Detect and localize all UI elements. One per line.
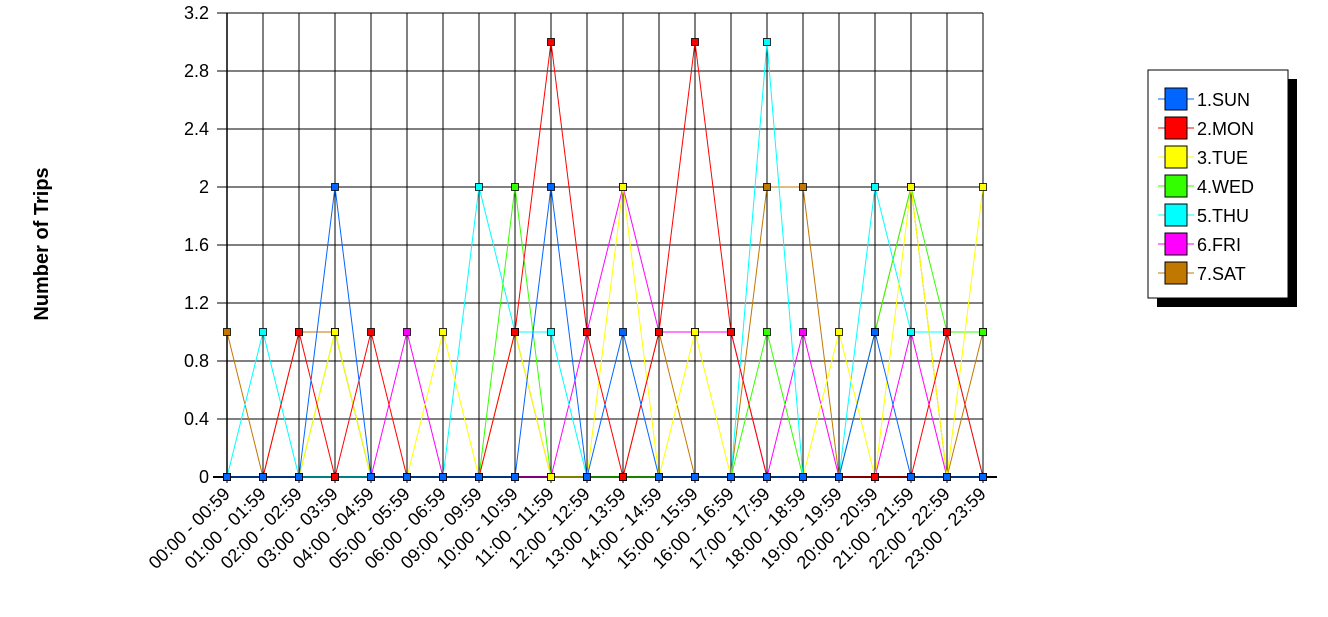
y-tick-label: 2	[199, 177, 209, 197]
data-point	[511, 183, 519, 191]
legend-label: 1.SUN	[1197, 90, 1250, 110]
data-point	[979, 328, 987, 336]
grid	[226, 12, 984, 478]
data-point	[403, 473, 411, 481]
series-line	[227, 186, 983, 478]
data-point	[619, 328, 627, 336]
data-point	[871, 473, 879, 481]
data-point	[907, 473, 915, 481]
data-point	[691, 473, 699, 481]
data-point	[655, 328, 663, 336]
data-point	[439, 473, 447, 481]
data-point	[727, 328, 735, 336]
data-point	[835, 473, 843, 481]
y-tick-label: 0.4	[184, 409, 209, 429]
data-point	[439, 328, 447, 336]
data-point	[331, 473, 339, 481]
legend-label: 3.TUE	[1197, 148, 1248, 168]
data-point	[475, 473, 483, 481]
legend-label: 4.WED	[1197, 177, 1254, 197]
data-point	[799, 473, 807, 481]
data-point	[907, 183, 915, 191]
data-point	[763, 328, 771, 336]
data-point	[223, 473, 231, 481]
legend: 1.SUN 2.MON 3.TUE 4.WED 5.THU 6.FRI 7.SAT	[1147, 69, 1297, 307]
legend-swatch	[1164, 232, 1188, 256]
y-tick-label: 1.2	[184, 293, 209, 313]
data-point	[511, 473, 519, 481]
data-point	[763, 38, 771, 46]
data-point	[799, 328, 807, 336]
data-point	[259, 328, 267, 336]
legend-label: 5.THU	[1197, 206, 1249, 226]
data-point	[547, 38, 555, 46]
data-point	[763, 183, 771, 191]
data-point	[295, 328, 303, 336]
data-point	[943, 473, 951, 481]
legend-swatch	[1164, 116, 1188, 140]
legend-swatch	[1164, 203, 1188, 227]
data-point	[871, 183, 879, 191]
data-point	[619, 473, 627, 481]
data-point	[295, 473, 303, 481]
legend-swatch	[1164, 174, 1188, 198]
data-point	[403, 328, 411, 336]
series-markers	[223, 38, 987, 481]
data-point	[583, 328, 591, 336]
data-point	[583, 473, 591, 481]
data-point	[475, 183, 483, 191]
y-axis-title: Number of Trips	[31, 167, 53, 320]
data-point	[619, 183, 627, 191]
data-point	[547, 328, 555, 336]
data-point	[763, 473, 771, 481]
legend-swatch	[1164, 261, 1188, 285]
legend-label: 7.SAT	[1197, 264, 1246, 284]
data-point	[727, 473, 735, 481]
y-tick-label: 2.4	[184, 119, 209, 139]
y-tick-label: 1.6	[184, 235, 209, 255]
data-point	[835, 328, 843, 336]
series-lines	[226, 41, 984, 478]
data-point	[547, 473, 555, 481]
data-point	[943, 328, 951, 336]
data-point	[259, 473, 267, 481]
data-point	[871, 328, 879, 336]
data-point	[979, 473, 987, 481]
data-point	[223, 328, 231, 336]
data-point	[907, 328, 915, 336]
legend-swatch	[1164, 87, 1188, 111]
y-tick-label: 0.8	[184, 351, 209, 371]
y-tick-label: 2.8	[184, 61, 209, 81]
data-point	[979, 183, 987, 191]
data-point	[655, 473, 663, 481]
y-tick-labels: 0 0.4 0.8 1.2 1.6 2 2.4 2.8 3.2	[184, 3, 227, 487]
legend-label: 6.FRI	[1197, 235, 1241, 255]
data-point	[691, 328, 699, 336]
data-point	[547, 183, 555, 191]
data-point	[799, 183, 807, 191]
data-point	[691, 38, 699, 46]
y-tick-label: 0	[199, 467, 209, 487]
data-point	[367, 328, 375, 336]
data-point	[331, 183, 339, 191]
data-point	[367, 473, 375, 481]
legend-label: 2.MON	[1197, 119, 1254, 139]
data-point	[331, 328, 339, 336]
data-point	[511, 328, 519, 336]
y-tick-label: 3.2	[184, 3, 209, 23]
legend-swatch	[1164, 145, 1188, 169]
